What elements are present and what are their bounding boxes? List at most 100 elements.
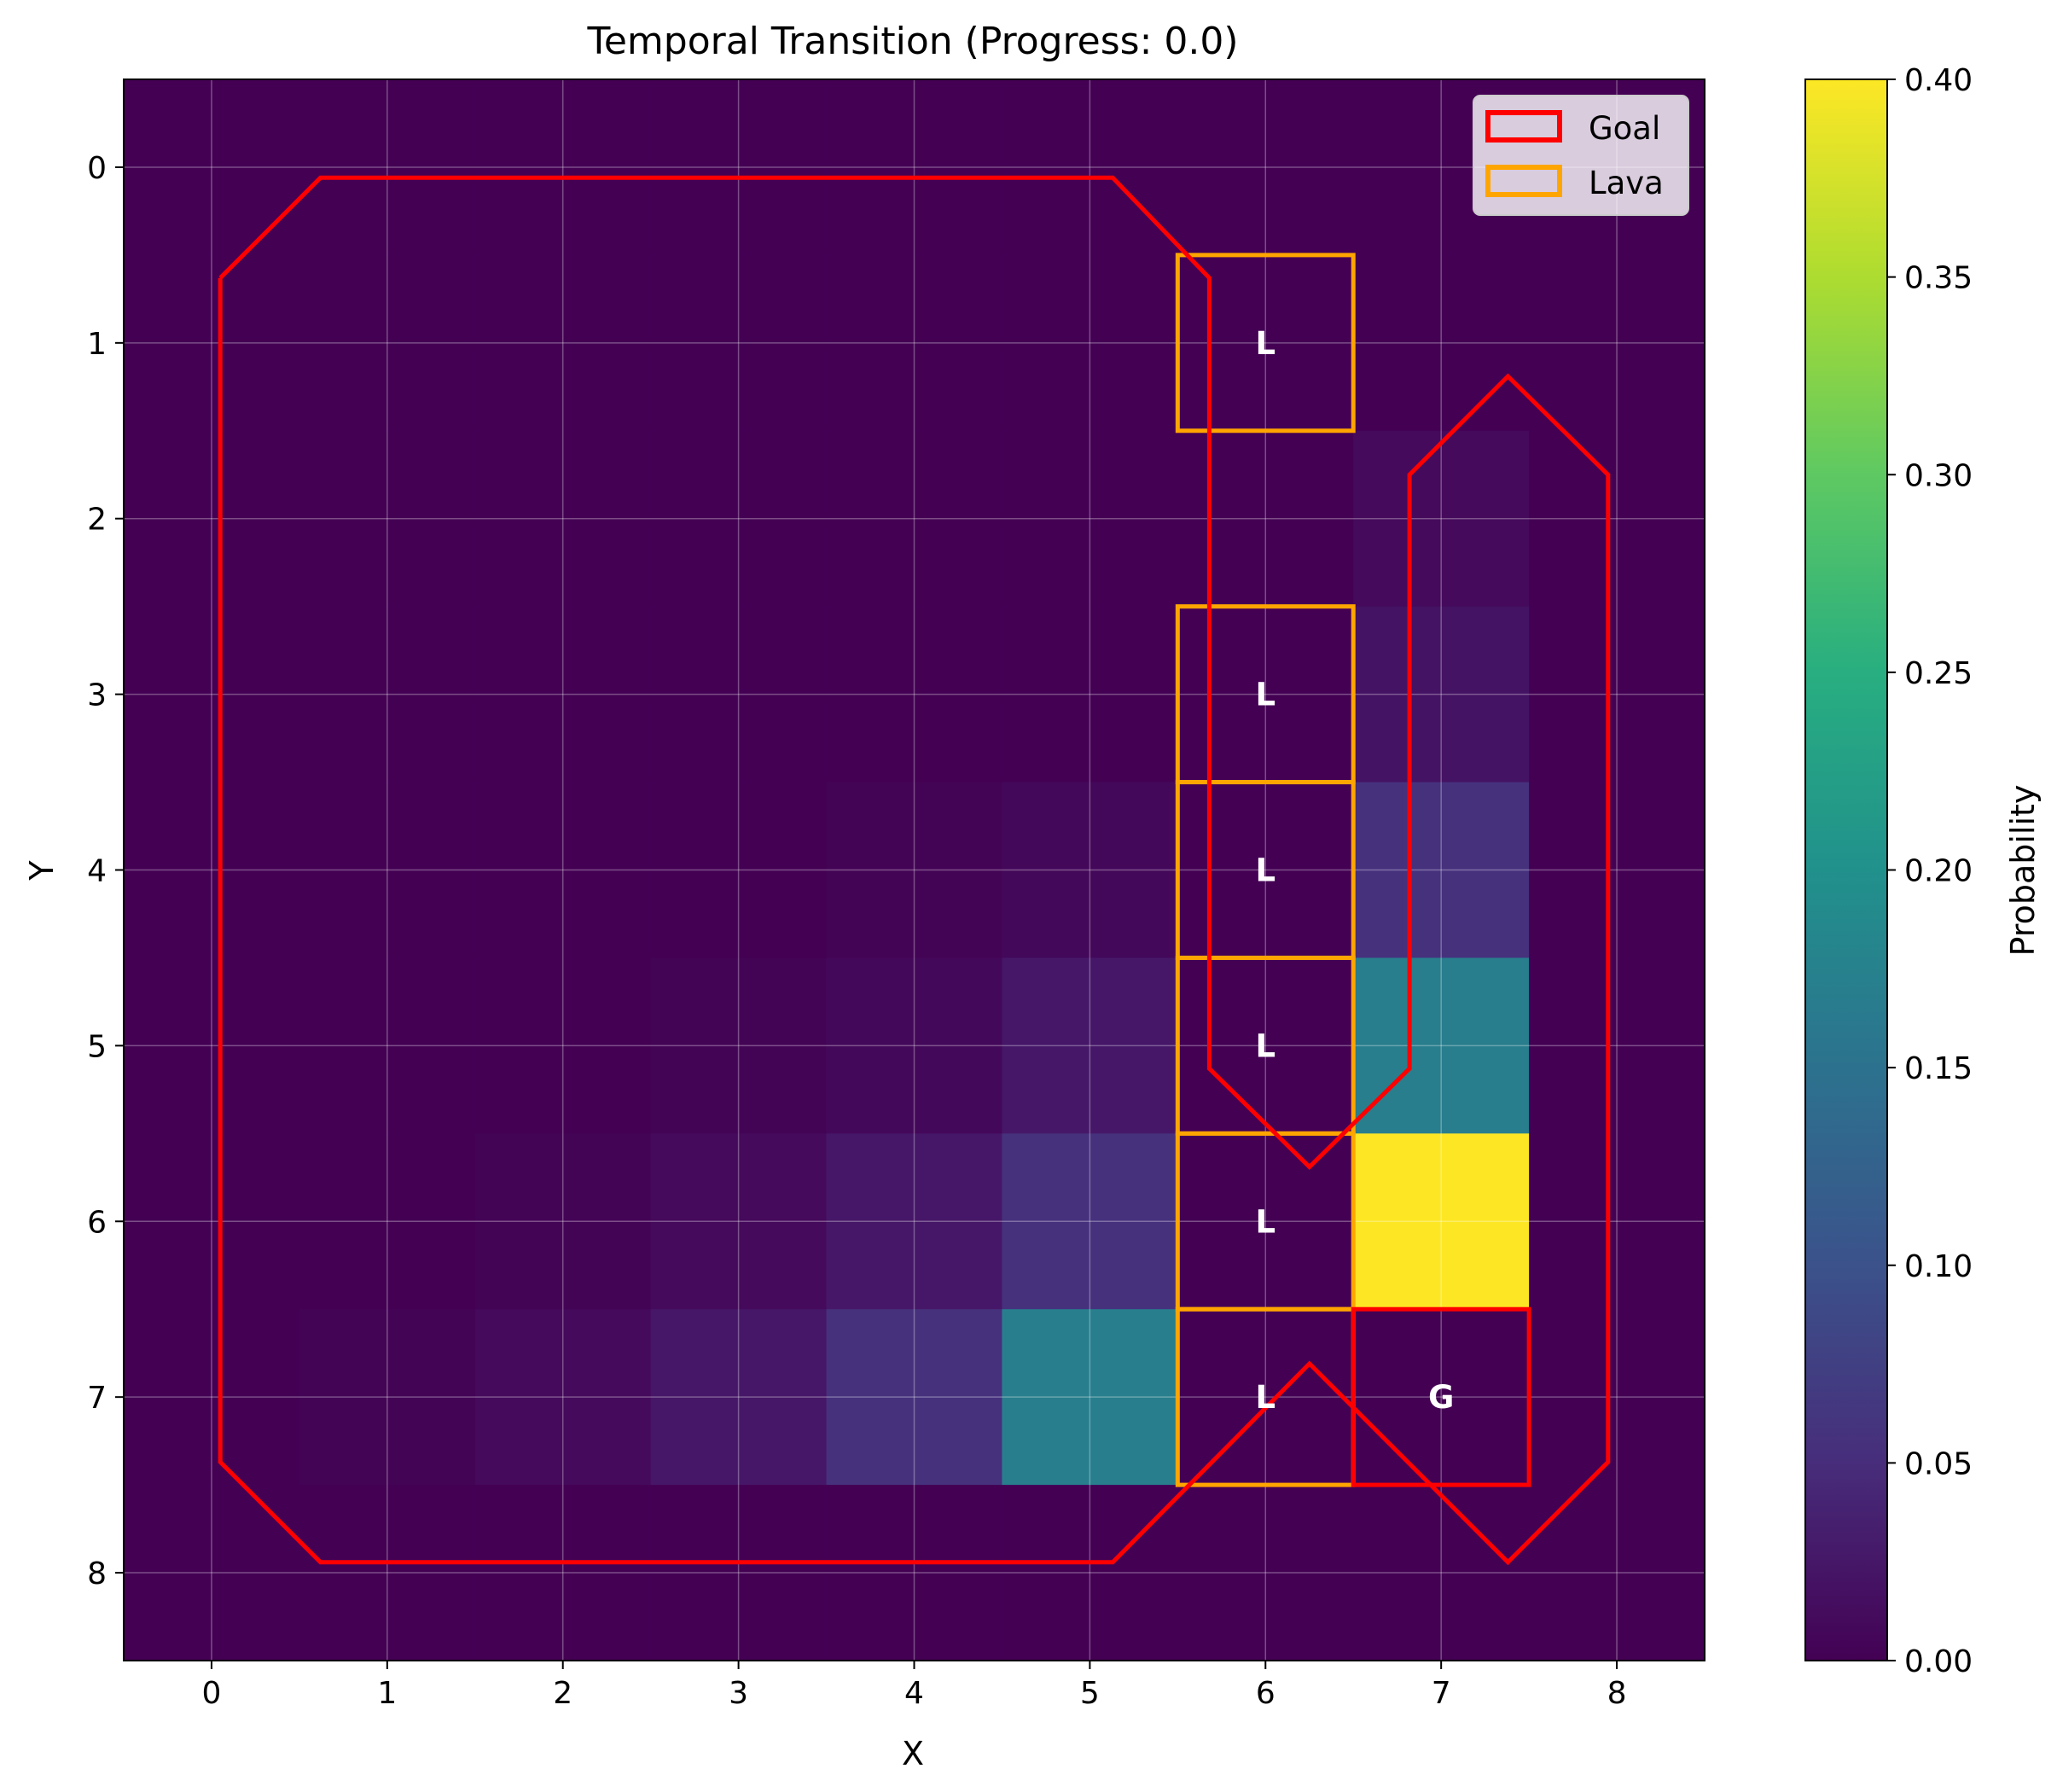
heatmap-cell [1177, 1133, 1354, 1310]
heatmap-cell [1353, 1485, 1530, 1661]
colorbar-tick-label: 0.30 [1904, 458, 1973, 493]
heatmap-cell [1177, 782, 1354, 958]
heatmap-cell [474, 1485, 652, 1661]
y-axis-label: Y [23, 860, 61, 881]
heatmap-cell [1002, 79, 1178, 256]
heatmap-cell [1353, 782, 1530, 958]
heatmap-cell [299, 79, 476, 256]
heatmap-cell [1177, 430, 1354, 608]
y-axis-ticks: 0 1 2 3 4 5 6 7 8 [87, 151, 124, 1591]
heatmap-cell [650, 254, 828, 432]
colorbar-tick-label: 0.40 [1904, 63, 1973, 98]
legend: Goal Lava [1473, 95, 1689, 216]
goal-outline [218, 175, 1611, 1566]
heatmap-cell [474, 782, 652, 958]
x-tick-label: 3 [729, 1676, 748, 1711]
x-tick-label: 8 [1607, 1676, 1627, 1711]
colorbar-tick-label: 0.05 [1904, 1446, 1973, 1481]
heatmap-cell [1529, 254, 1705, 432]
y-tick-label: 4 [87, 854, 107, 889]
heatmap-cell [1353, 1309, 1530, 1486]
heatmap-cell [299, 957, 476, 1134]
heatmap-cell [650, 606, 828, 783]
colorbar-label: Probability [2004, 785, 2042, 957]
x-tick-label: 7 [1432, 1676, 1451, 1711]
heatmap-cell [124, 606, 300, 783]
heatmap-cell [826, 957, 1002, 1134]
x-tick-label: 5 [1080, 1676, 1100, 1711]
heatmap-cell [299, 1309, 476, 1486]
heatmap-cell [1353, 606, 1530, 783]
heatmap-cell [299, 254, 476, 432]
heatmap-cell [1177, 606, 1354, 783]
heatmap-cell [826, 1133, 1002, 1310]
heatmap-cell [1529, 1133, 1705, 1310]
colorbar-gradient [1804, 79, 1888, 1661]
x-tick-label: 1 [377, 1676, 397, 1711]
y-tick-label: 1 [87, 327, 107, 362]
y-tick-label: 0 [87, 151, 107, 186]
heatmap-cell [299, 606, 476, 783]
lava-markers [1175, 253, 1356, 1487]
heatmap-cell [299, 782, 476, 958]
x-tick-label: 6 [1256, 1676, 1275, 1711]
heatmap-cell [474, 79, 652, 256]
cell-label: L [1255, 325, 1275, 362]
heatmap-cell [299, 430, 476, 608]
heatmap-cell [1002, 254, 1178, 432]
heatmap-cell [1002, 1309, 1178, 1486]
heatmap-cell [1529, 430, 1705, 608]
heatmap-cell [1002, 606, 1178, 783]
lava-cell-marker [1175, 253, 1356, 433]
heatmap-cell [124, 957, 300, 1134]
legend-lava-swatch [1485, 165, 1562, 197]
heatmap-cell [1353, 957, 1530, 1134]
plot-area: L L L L L L G 0 1 2 3 4 5 6 7 8 0 1 2 3 4 5 6 7 8 [87, 79, 1705, 1711]
heatmap-cell [826, 1309, 1002, 1486]
heatmap-cell [826, 606, 1002, 783]
heatmap-cell [474, 957, 652, 1134]
heatmap-cell [1177, 79, 1354, 256]
heatmap-cell [299, 1133, 476, 1310]
y-tick-label: 6 [87, 1205, 107, 1240]
heatmap-cell [1529, 957, 1705, 1134]
heatmap-cell [124, 430, 300, 608]
heatmap-cell [826, 782, 1002, 958]
cell-label: G [1428, 1379, 1454, 1416]
heatmap-cell [650, 782, 828, 958]
colorbar-tick-label: 0.00 [1904, 1644, 1973, 1679]
heatmap-cell [1529, 782, 1705, 958]
legend-box [1473, 95, 1689, 216]
cell-label: L [1255, 1027, 1275, 1064]
heatmap-cell [1353, 430, 1530, 608]
y-tick-label: 8 [87, 1556, 107, 1591]
goal-markers [218, 175, 1611, 1566]
heatmap-cell [1177, 957, 1354, 1134]
heatmap-cell [826, 1485, 1002, 1661]
heatmap-cell [474, 606, 652, 783]
heatmap-cell [650, 79, 828, 256]
heatmap-cell [124, 782, 300, 958]
y-tick-label: 5 [87, 1029, 107, 1064]
heatmap-cell [826, 430, 1002, 608]
heatmap-cell [1002, 782, 1178, 958]
cell-label: L [1255, 1379, 1275, 1416]
heatmap-cell [124, 1309, 300, 1486]
heatmap-cell [474, 430, 652, 608]
heatmap-cell [299, 1485, 476, 1661]
colorbar-tick-label: 0.10 [1904, 1249, 1973, 1284]
heatmap-cell [826, 79, 1002, 256]
y-tick-label: 3 [87, 678, 107, 713]
heatmap-cell [124, 254, 300, 432]
heatmap-cell [1353, 254, 1530, 432]
heatmap-cell [650, 1133, 828, 1310]
heatmap-cell [650, 430, 828, 608]
heatmap-cell [1529, 1309, 1705, 1486]
heatmap-cell [474, 1133, 652, 1310]
colorbar-ticks: 0.00 0.05 0.10 0.15 0.20 0.25 0.30 0.35 0.40 [1887, 63, 1973, 1679]
goal-cell-marker [1351, 1306, 1531, 1487]
heatmap-cells [124, 79, 1705, 1661]
cell-labels: L L L L L L G [1255, 325, 1454, 1416]
heatmap-cell [826, 254, 1002, 432]
heatmap-cell [1177, 254, 1354, 432]
